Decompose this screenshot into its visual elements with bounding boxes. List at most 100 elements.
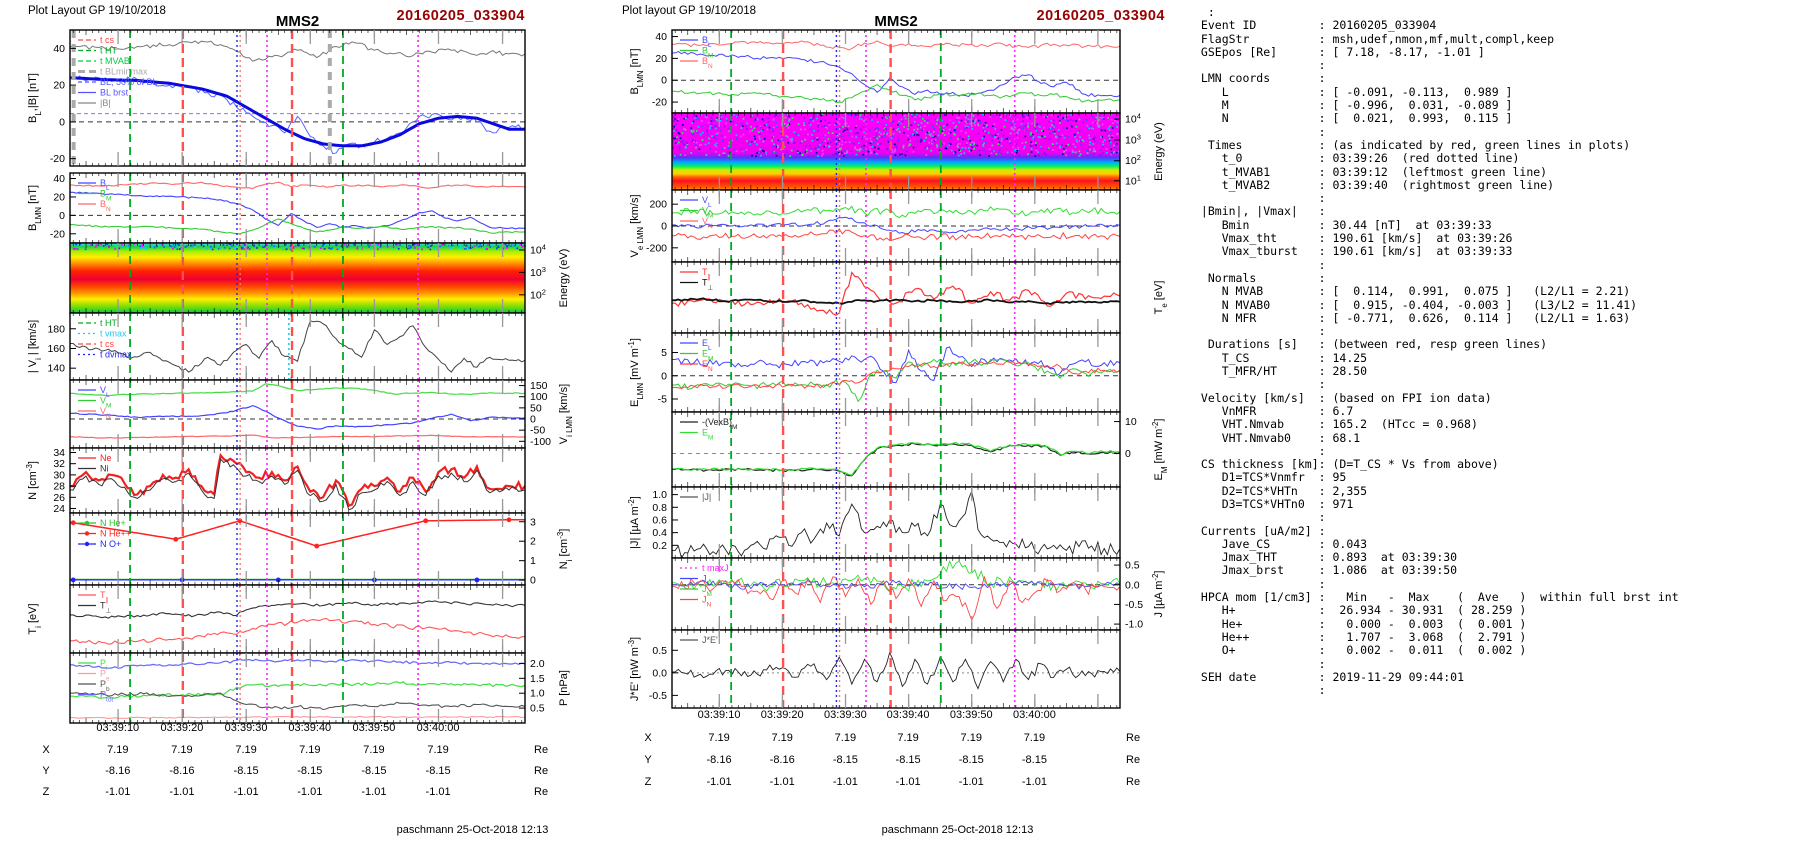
left-plot-layout-label: Plot Layout GP 19/10/2018 [28, 5, 166, 17]
series-B-N [70, 181, 525, 190]
legend-label: BM [702, 46, 713, 60]
legend-label: Ptot [100, 690, 113, 704]
y-tick-label: 0.8 [652, 502, 667, 514]
legend-label: |J| [702, 492, 711, 502]
ephemeris-row-label: Z [645, 776, 652, 788]
x-ticks-M4 [674, 262, 1118, 333]
legend-label: VN [702, 216, 713, 230]
y-tick-label: 1.0 [652, 489, 667, 501]
series-E-M [672, 358, 1120, 403]
ephemeris-value: -8.16 [169, 765, 194, 777]
ephemeris-value: -1.01 [770, 776, 795, 788]
y-axis-label-L2: BLMN [nT] [27, 185, 43, 231]
y-tick-label: 40 [53, 43, 65, 55]
legend-label: EL [702, 338, 712, 352]
y-axis-label-M2: Energy (eV) [1153, 122, 1165, 181]
x-ticks-M5 [674, 333, 1118, 412]
legend-label: BL [702, 35, 712, 49]
y-tick-label: 0 [59, 116, 65, 128]
legend-label: T⊥ [702, 278, 713, 292]
y-tick-label: 104 [1125, 111, 1141, 126]
panel-M2: 104 103 102 101 Energy (eV) [671, 111, 1165, 191]
y-tick-label: 0.2 [652, 540, 667, 552]
ephemeris-value: -8.15 [833, 754, 858, 766]
y-tick-label: 1 [530, 555, 536, 567]
legend-label: BL [100, 178, 110, 192]
legend-label: t MVAB [100, 56, 130, 66]
ephemeris-value: 7.19 [897, 732, 918, 744]
series-P-e [70, 715, 525, 719]
y-tick-label: 24 [53, 503, 65, 515]
ephemeris-value: 7.19 [835, 732, 856, 744]
legend-label: VM [100, 396, 111, 410]
y-axis-label-L4: | Vi | [km/s] [27, 320, 43, 373]
series-V-N [70, 434, 525, 439]
y-tick-label: 0 [530, 575, 536, 587]
y-axis-label-M7: |J| [µA m-2] [627, 496, 642, 549]
legend-label: VN [100, 406, 111, 420]
series-Ve-N [672, 227, 1120, 242]
ephemeris-value: 7.19 [708, 732, 729, 744]
ephemeris-unit: Re [1126, 732, 1140, 744]
y-tick-label: 40 [53, 173, 65, 185]
y-axis-label-M6: EM [mW m-2] [1151, 419, 1169, 481]
ephemeris-value: -8.16 [105, 765, 130, 777]
panel-M9: 0.5 0.0 -0.5 J*E' [nW m-3] J*E' [627, 629, 1121, 709]
legend-label: BL, 50% of BL [100, 77, 158, 87]
y-tick-label: 34 [53, 447, 65, 459]
series-E-N [672, 360, 1120, 389]
ephemeris-value: 7.19 [961, 732, 982, 744]
ephemeris-unit: Re [534, 765, 548, 777]
y-axis-label-M9: J*E' [nW m-3] [627, 637, 642, 701]
y-axis-label-L7: Ni [cm-3] [556, 529, 574, 570]
y-tick-label: 103 [1125, 132, 1141, 147]
time-tick-label: 03:39:50 [950, 709, 993, 721]
ephemeris-value: 7.19 [299, 744, 320, 756]
y-tick-label: 100 [530, 391, 548, 403]
ephemeris-value: -8.15 [297, 765, 322, 777]
y-axis-label-L9: P [nPa] [558, 670, 570, 706]
series-E-M-cmp [672, 441, 1120, 476]
y-tick-label: 0 [661, 75, 667, 87]
y-tick-label: -0.5 [1125, 599, 1143, 611]
ephemeris-unit: Re [534, 744, 548, 756]
legend-label: t HT [100, 46, 118, 56]
y-axis-label-L3: Energy (eV) [558, 249, 570, 308]
y-tick-label: -0.5 [649, 690, 667, 702]
legend-label: BN [702, 56, 713, 70]
x-ticks-L2 [72, 173, 523, 243]
y-tick-label: 1.0 [530, 688, 545, 700]
y-tick-label: 102 [530, 287, 546, 302]
ephemeris-unit: Re [1126, 776, 1140, 788]
y-tick-label: 140 [47, 363, 65, 375]
y-axis-label-M3: Ve LMN [km/s] [629, 194, 645, 257]
time-tick-label: 03:40:00 [417, 722, 460, 734]
y-tick-label: 0.5 [652, 645, 667, 657]
y-axis-label-M1: BLMN [nT] [629, 48, 645, 94]
ephemeris-value: -1.01 [297, 786, 322, 798]
y-tick-label: 102 [1125, 153, 1141, 168]
y-axis-label-M4: Te [eV] [1153, 281, 1169, 315]
legend-label: T∥ [702, 267, 711, 281]
legend-label: |B| [100, 98, 111, 108]
series-Ti-par [70, 617, 525, 645]
y-tick-label: -200 [646, 242, 667, 254]
ephemeris-value: -1.01 [896, 776, 921, 788]
series-V-L [70, 404, 525, 430]
x-ticks-M8 [674, 558, 1118, 630]
panel-L7: 3 2 1 0 Ni [cm-3] N He+N He++N O+ [69, 512, 574, 587]
y-axis-label-M5: ELMN [mV m-1] [627, 338, 645, 407]
y-tick-label: 50 [530, 402, 542, 414]
y-tick-label: -1.0 [1125, 619, 1143, 631]
legend-M6: -(VexB)MEM [680, 417, 737, 441]
legend-M4: T∥T⊥ [680, 267, 713, 291]
